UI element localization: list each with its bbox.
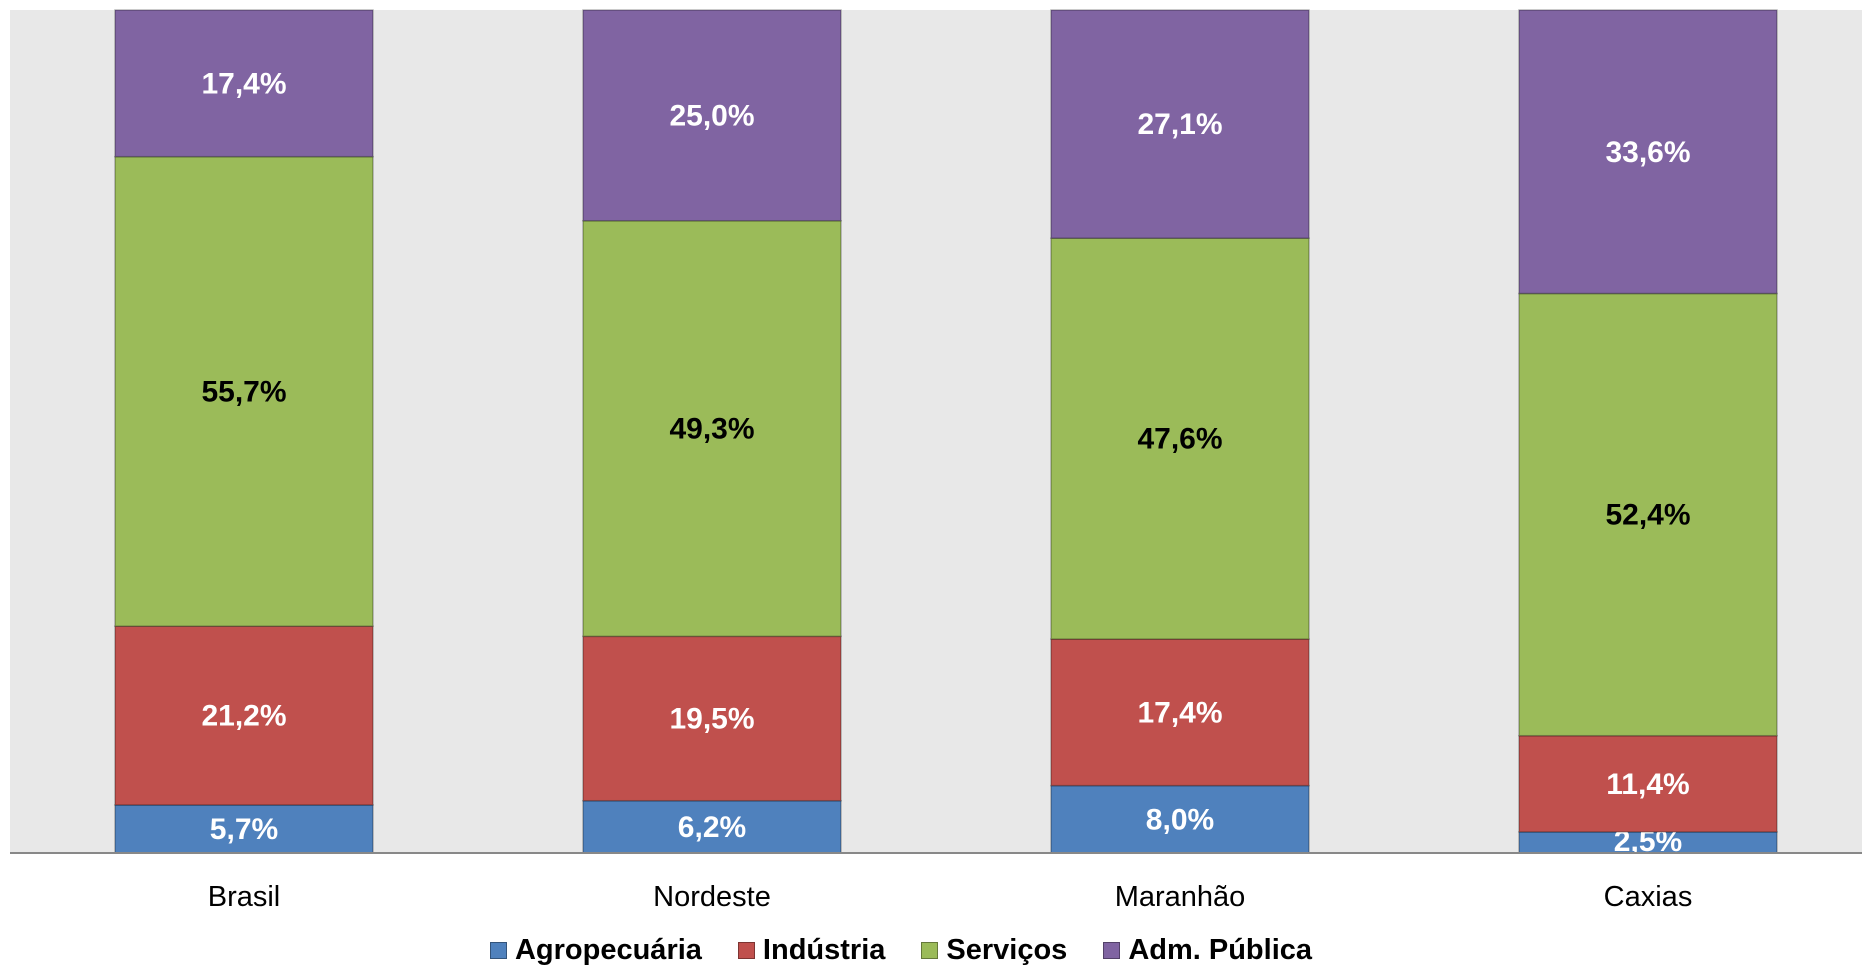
data-label: 47,6%: [1137, 423, 1222, 456]
data-label: 5,7%: [210, 813, 278, 846]
bar-segment: [114, 804, 374, 854]
bar-segment: [114, 155, 374, 627]
bar-segment: [114, 9, 374, 158]
category-label: Maranhão: [1115, 881, 1246, 913]
data-label: 21,2%: [201, 700, 286, 733]
legend-swatch: [921, 942, 939, 959]
bar-segment: [1050, 784, 1310, 854]
category-label: Nordeste: [653, 881, 771, 913]
bar-segment: [1050, 237, 1310, 640]
legend-label: Indústria: [762, 934, 886, 966]
legend-label: Adm. Pública: [1128, 934, 1313, 966]
bar-segment: [1518, 9, 1778, 295]
legend-item: Agropecuária: [489, 934, 702, 967]
data-label: 6,2%: [678, 811, 746, 844]
bar-segment: [582, 9, 842, 222]
legend-label: Serviços: [946, 934, 1068, 966]
data-label: 25,0%: [669, 99, 754, 132]
legend-swatch: [737, 942, 755, 959]
data-label: 33,6%: [1605, 136, 1690, 169]
legend-item: Serviços: [921, 934, 1067, 967]
category-labels: Brasil Nordeste Maranhão Caxias: [208, 881, 1693, 913]
data-label: 17,4%: [201, 67, 286, 100]
bar-segment: [1050, 638, 1310, 787]
legend-swatch: [489, 942, 507, 959]
bar-segment: [114, 625, 374, 806]
bar-segment: [582, 635, 842, 802]
category-label: Caxias: [1604, 881, 1693, 913]
data-label: 27,1%: [1137, 108, 1222, 141]
data-label: 55,7%: [201, 375, 286, 408]
legend-item: Adm. Pública: [1103, 934, 1312, 967]
legend-item: Indústria: [737, 934, 886, 967]
legend-swatch: [1103, 942, 1121, 959]
legend-label: Agropecuária: [514, 934, 702, 966]
bar-segment: [1518, 292, 1778, 737]
data-label: 17,4%: [1137, 696, 1222, 729]
bar-segment: [582, 220, 842, 638]
bar-segment: [1518, 734, 1778, 833]
data-label: 19,5%: [669, 703, 754, 736]
data-label: 49,3%: [669, 413, 754, 446]
data-label: 52,4%: [1605, 499, 1690, 532]
legend: Agropecuária Indústria Serviços Adm. Públic…: [0, 934, 1832, 967]
category-label: Brasil: [208, 881, 281, 913]
bar-segment: [1050, 9, 1310, 239]
data-label: 8,0%: [1146, 803, 1214, 836]
bars-group: 5,7% 21,2% 55,7% 17,4% 6,2% 19,5% 49,3% 25,0% 8,…: [114, 9, 1778, 858]
data-label: 11,4%: [1606, 768, 1689, 801]
